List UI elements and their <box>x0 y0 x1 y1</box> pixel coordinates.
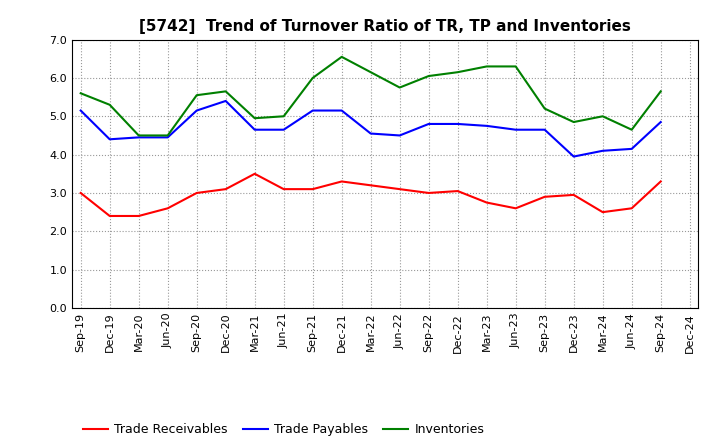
Line: Trade Receivables: Trade Receivables <box>81 174 661 216</box>
Trade Payables <box>657 119 665 125</box>
Trade Payables <box>598 148 607 154</box>
Trade Payables <box>308 108 317 113</box>
Inventories <box>308 75 317 81</box>
Trade Payables <box>511 127 520 132</box>
Trade Receivables <box>105 213 114 219</box>
Trade Payables <box>424 121 433 127</box>
Inventories <box>454 70 462 75</box>
Inventories <box>598 114 607 119</box>
Legend: Trade Receivables, Trade Payables, Inventories: Trade Receivables, Trade Payables, Inven… <box>78 418 490 440</box>
Trade Receivables <box>76 191 85 196</box>
Trade Receivables <box>511 205 520 211</box>
Inventories <box>105 102 114 107</box>
Trade Receivables <box>308 187 317 192</box>
Trade Payables <box>192 108 201 113</box>
Line: Trade Payables: Trade Payables <box>81 101 661 157</box>
Trade Payables <box>105 137 114 142</box>
Trade Receivables <box>279 187 288 192</box>
Trade Receivables <box>192 191 201 196</box>
Inventories <box>192 92 201 98</box>
Trade Receivables <box>163 205 172 211</box>
Inventories <box>251 116 259 121</box>
Trade Receivables <box>338 179 346 184</box>
Trade Receivables <box>627 205 636 211</box>
Title: [5742]  Trend of Turnover Ratio of TR, TP and Inventories: [5742] Trend of Turnover Ratio of TR, TP… <box>139 19 631 34</box>
Trade Payables <box>163 135 172 140</box>
Trade Payables <box>279 127 288 132</box>
Trade Payables <box>76 108 85 113</box>
Trade Payables <box>627 146 636 151</box>
Trade Payables <box>251 127 259 132</box>
Trade Receivables <box>598 209 607 215</box>
Inventories <box>366 70 375 75</box>
Inventories <box>541 106 549 111</box>
Inventories <box>395 85 404 90</box>
Trade Payables <box>135 135 143 140</box>
Inventories <box>221 89 230 94</box>
Trade Receivables <box>366 183 375 188</box>
Inventories <box>338 54 346 59</box>
Trade Receivables <box>221 187 230 192</box>
Trade Receivables <box>424 191 433 196</box>
Trade Payables <box>395 133 404 138</box>
Trade Payables <box>338 108 346 113</box>
Trade Payables <box>366 131 375 136</box>
Trade Payables <box>454 121 462 127</box>
Trade Receivables <box>657 179 665 184</box>
Trade Payables <box>221 98 230 103</box>
Trade Payables <box>482 123 491 128</box>
Trade Receivables <box>395 187 404 192</box>
Inventories <box>163 133 172 138</box>
Inventories <box>627 127 636 132</box>
Trade Receivables <box>135 213 143 219</box>
Line: Inventories: Inventories <box>81 57 661 136</box>
Trade Payables <box>570 154 578 159</box>
Inventories <box>76 91 85 96</box>
Trade Receivables <box>541 194 549 199</box>
Inventories <box>511 64 520 69</box>
Trade Receivables <box>454 188 462 194</box>
Trade Receivables <box>570 192 578 198</box>
Inventories <box>424 73 433 79</box>
Trade Receivables <box>251 171 259 176</box>
Trade Payables <box>541 127 549 132</box>
Inventories <box>279 114 288 119</box>
Trade Receivables <box>482 200 491 205</box>
Inventories <box>482 64 491 69</box>
Inventories <box>135 133 143 138</box>
Inventories <box>657 89 665 94</box>
Inventories <box>570 119 578 125</box>
